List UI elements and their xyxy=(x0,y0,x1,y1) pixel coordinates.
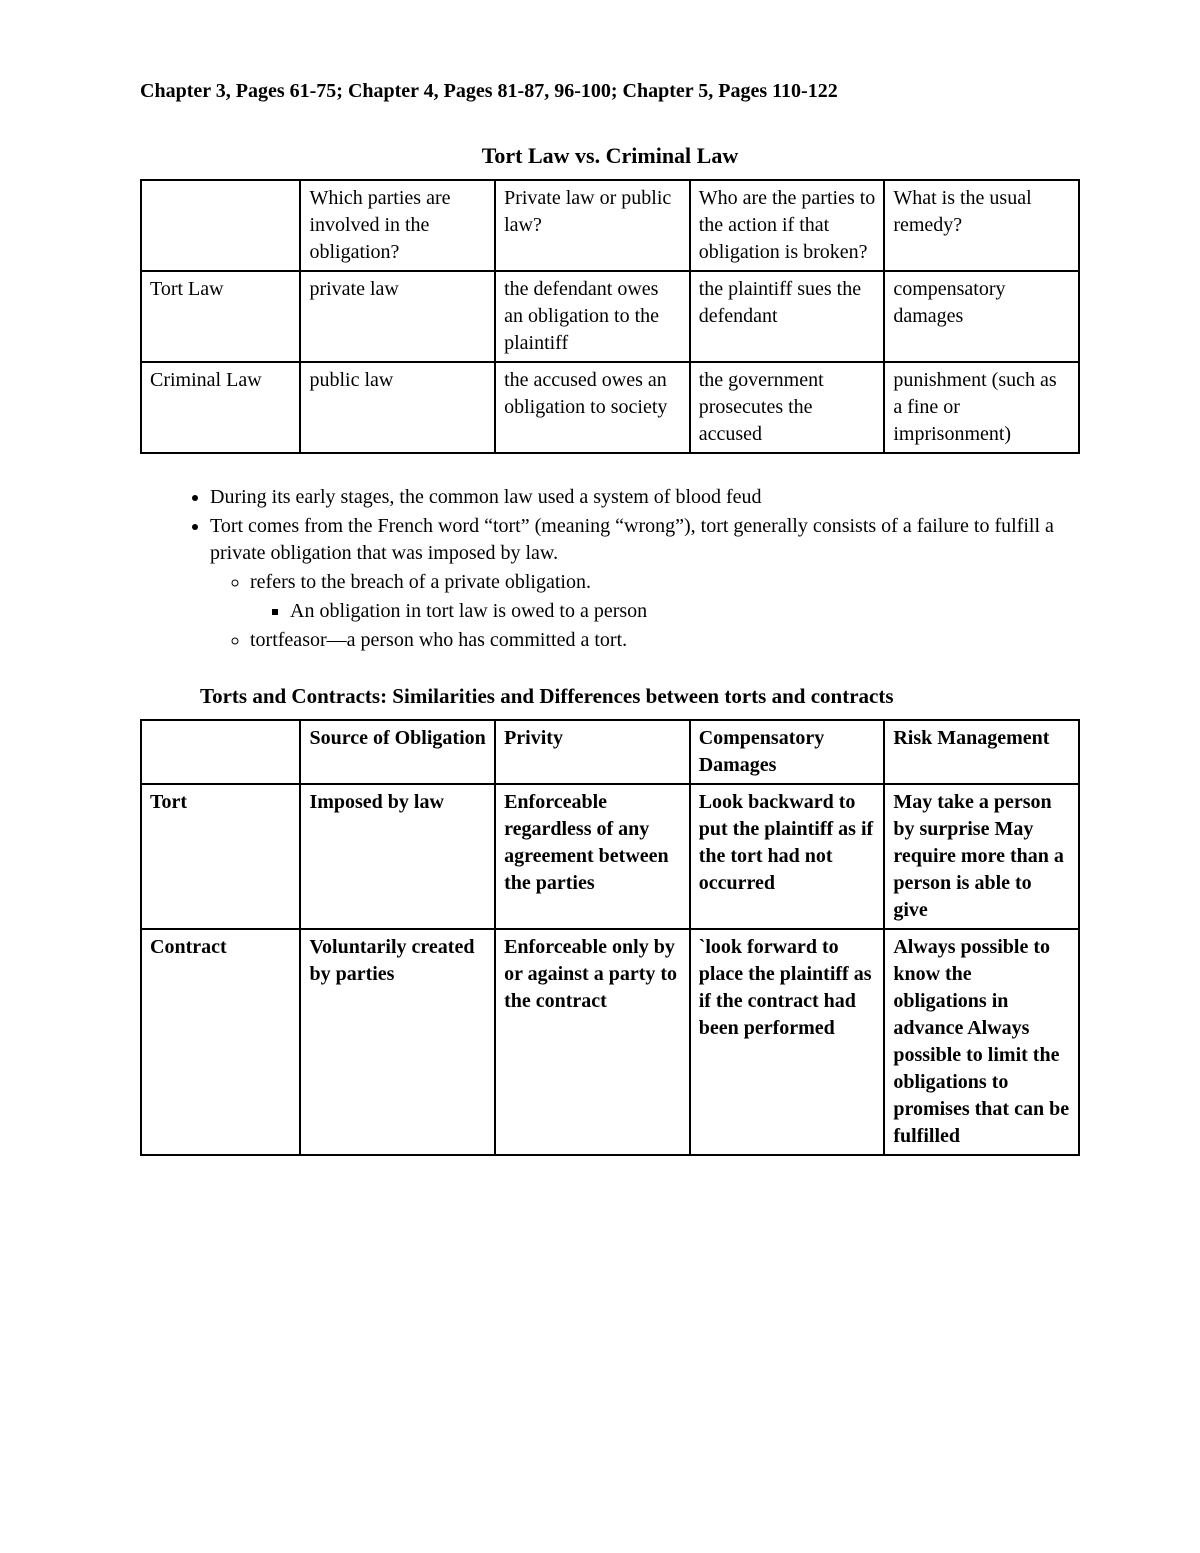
table-cell: Look backward to put the plaintiff as if… xyxy=(690,784,885,929)
list-item: During its early stages, the common law … xyxy=(210,484,1080,511)
table1-title: Tort Law vs. Criminal Law xyxy=(140,143,1080,169)
table-row: Tort Imposed by law Enforceable regardle… xyxy=(141,784,1079,929)
table-cell: Voluntarily created by parties xyxy=(300,929,495,1155)
table-cell: Contract xyxy=(141,929,300,1155)
table-cell xyxy=(141,720,300,784)
table-cell: Tort xyxy=(141,784,300,929)
table-cell: compensatory damages xyxy=(884,271,1079,362)
table-cell: Who are the parties to the action if tha… xyxy=(690,180,885,271)
table-cell: Privity xyxy=(495,720,690,784)
table-cell: public law xyxy=(300,362,495,453)
table-row: Tort Law private law the defendant owes … xyxy=(141,271,1079,362)
table2-title: Torts and Contracts: Similarities and Di… xyxy=(200,684,1080,709)
table-cell: `look forward to place the plaintiff as … xyxy=(690,929,885,1155)
table-row: Which parties are involved in the obliga… xyxy=(141,180,1079,271)
notes-section: During its early stages, the common law … xyxy=(180,484,1080,654)
table-cell: the accused owes an obligation to societ… xyxy=(495,362,690,453)
table-cell: Imposed by law xyxy=(300,784,495,929)
table-cell xyxy=(141,180,300,271)
table-cell: the government prosecutes the accused xyxy=(690,362,885,453)
tort-vs-criminal-table: Which parties are involved in the obliga… xyxy=(140,179,1080,454)
table-cell: Compensatory Damages xyxy=(690,720,885,784)
table-cell: private law xyxy=(300,271,495,362)
table-cell: Source of Obligation xyxy=(300,720,495,784)
table-cell: punishment (such as a fine or imprisonme… xyxy=(884,362,1079,453)
table-row: Criminal Law public law the accused owes… xyxy=(141,362,1079,453)
table-cell: Risk Management xyxy=(884,720,1079,784)
list-item: refers to the breach of a private obliga… xyxy=(250,569,1080,625)
list-item-text: Tort comes from the French word “tort” (… xyxy=(210,515,1054,564)
table-row: Source of Obligation Privity Compensator… xyxy=(141,720,1079,784)
list-item: tortfeasor—a person who has committed a … xyxy=(250,627,1080,654)
list-item: Tort comes from the French word “tort” (… xyxy=(210,513,1080,654)
table-cell: Which parties are involved in the obliga… xyxy=(300,180,495,271)
table-cell: the plaintiff sues the defendant xyxy=(690,271,885,362)
list-item-text: refers to the breach of a private obliga… xyxy=(250,571,591,593)
table-cell: Criminal Law xyxy=(141,362,300,453)
page-header: Chapter 3, Pages 61-75; Chapter 4, Pages… xyxy=(140,80,1080,103)
table-cell: What is the usual remedy? xyxy=(884,180,1079,271)
torts-contracts-table: Source of Obligation Privity Compensator… xyxy=(140,719,1080,1156)
table-row: Contract Voluntarily created by parties … xyxy=(141,929,1079,1155)
table-cell: the defendant owes an obligation to the … xyxy=(495,271,690,362)
table-cell: Enforceable only by or against a party t… xyxy=(495,929,690,1155)
table-cell: May take a person by surprise May requir… xyxy=(884,784,1079,929)
table-cell: Enforceable regardless of any agreement … xyxy=(495,784,690,929)
table-cell: Private law or public law? xyxy=(495,180,690,271)
table-cell: Tort Law xyxy=(141,271,300,362)
list-item: An obligation in tort law is owed to a p… xyxy=(290,598,1080,625)
document-page: Chapter 3, Pages 61-75; Chapter 4, Pages… xyxy=(0,0,1200,1553)
table-cell: Always possible to know the obligations … xyxy=(884,929,1079,1155)
